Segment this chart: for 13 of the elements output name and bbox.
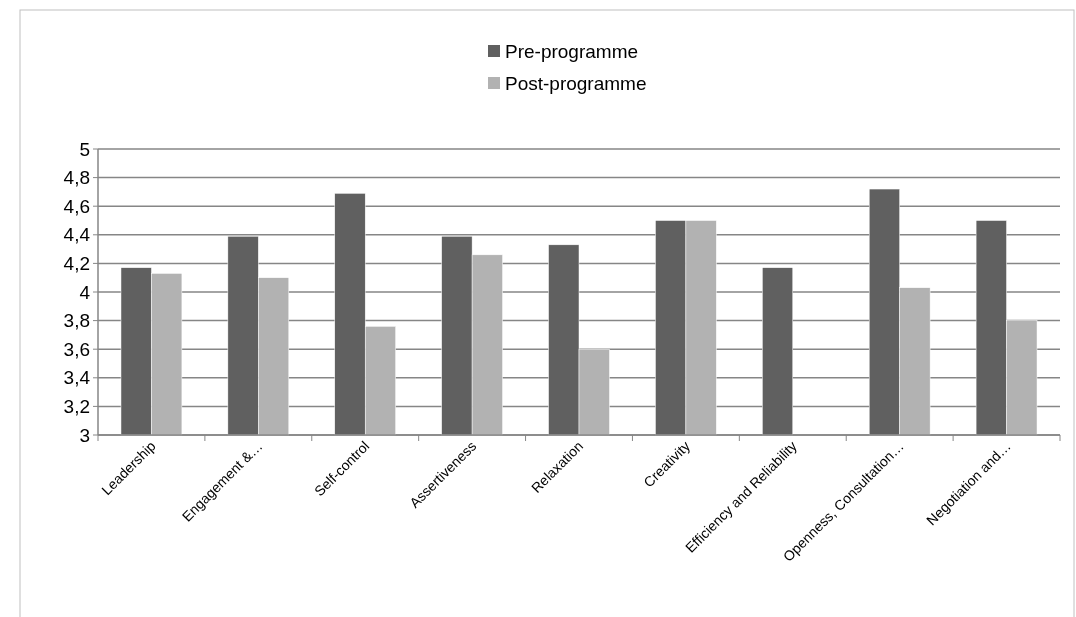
legend-label: Post-programme (505, 72, 647, 94)
y-tick-label: 4 (79, 281, 91, 303)
y-tick-label: 4,2 (63, 253, 90, 275)
y-tick-label: 4,8 (63, 167, 90, 189)
y-tick-label: 3,2 (63, 396, 90, 418)
y-tick-label: 3,6 (63, 338, 90, 360)
y-tick-label: 3 (79, 424, 90, 446)
legend-label: Pre-programme (505, 40, 639, 62)
y-tick-label: 4,4 (63, 224, 91, 246)
y-tick-label: 3,4 (63, 367, 91, 389)
y-tick-label: 4,6 (63, 195, 90, 217)
y-tick-label: 3,8 (63, 310, 90, 332)
y-tick-label: 5 (79, 138, 90, 160)
